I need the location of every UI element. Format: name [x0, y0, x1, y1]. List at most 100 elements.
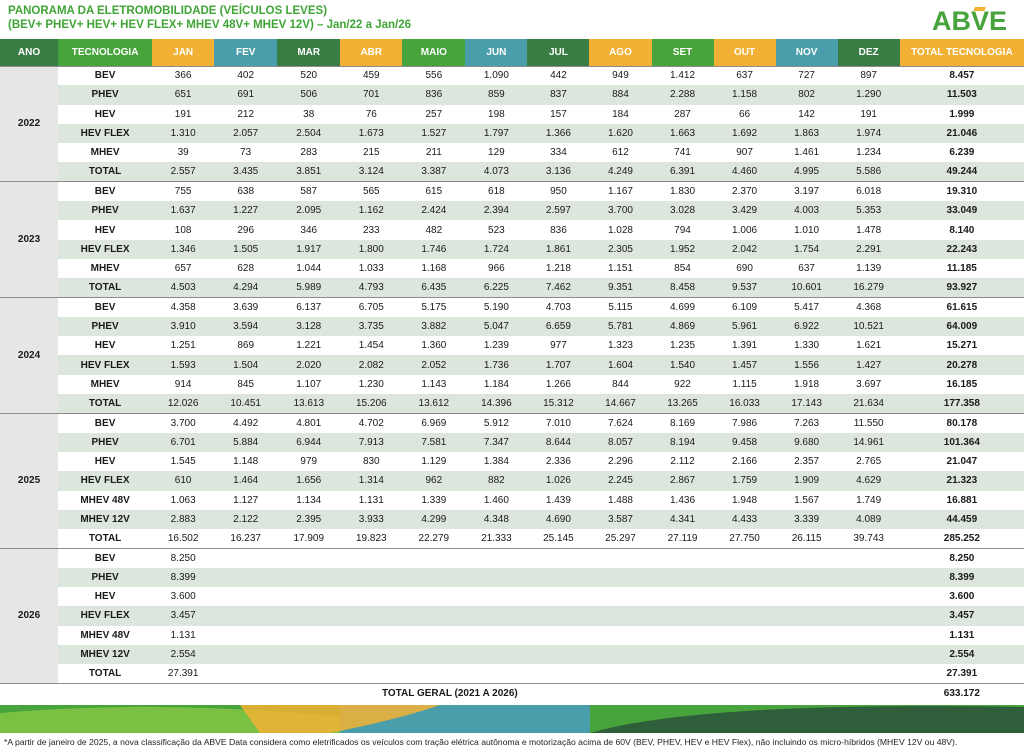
month-value-cell [465, 625, 528, 645]
technology-total-cell: 21.047 [899, 451, 1024, 472]
month-value-cell [837, 664, 900, 684]
month-value-cell: 212 [214, 104, 278, 124]
month-value-cell: 1.439 [527, 490, 590, 510]
month-value-cell: 2.166 [713, 451, 776, 472]
month-value-cell: 618 [465, 181, 528, 202]
month-value-cell: 1.143 [402, 374, 466, 395]
table-row: HEV FLEX 1.346 1.505 1.917 1.800 1.746 1.724 1.… [0, 239, 1024, 259]
month-value-cell: 233 [340, 220, 403, 240]
month-value-cell: 1.330 [775, 336, 838, 356]
month-value-cell: 3.387 [402, 162, 466, 182]
month-value-cell: 5.884 [214, 432, 278, 452]
month-value-cell: 22.279 [402, 529, 466, 549]
month-value-cell: 1.464 [214, 471, 278, 491]
month-value-cell: 4.995 [775, 162, 838, 182]
month-value-cell: 884 [589, 85, 652, 105]
month-value-cell: 2.052 [402, 355, 466, 375]
month-value-cell: 2.122 [214, 509, 278, 530]
month-value-cell: 587 [277, 181, 341, 202]
month-value-cell: 637 [713, 65, 776, 86]
month-value-cell: 4.793 [340, 278, 403, 298]
month-value-cell [214, 587, 278, 607]
month-value-cell: 1.134 [277, 490, 341, 510]
technology-cell: BEV [58, 412, 153, 433]
month-value-cell: 5.586 [837, 162, 900, 182]
month-value-cell: 4.368 [837, 297, 900, 317]
month-value-cell [465, 547, 528, 568]
month-value-cell: 1.026 [527, 471, 590, 491]
month-value-cell: 565 [340, 181, 403, 202]
month-value-cell [277, 644, 341, 665]
month-value-cell: 6.435 [402, 278, 466, 298]
month-value-cell: 16.033 [713, 394, 776, 414]
month-value-cell [402, 606, 466, 626]
month-value-cell: 7.913 [340, 432, 403, 452]
month-value-cell: 7.263 [775, 412, 838, 433]
month-value-cell: 4.003 [775, 201, 838, 221]
month-value-cell: 897 [837, 65, 900, 86]
month-value-cell: 4.869 [651, 316, 714, 337]
table-row: TOTAL 16.502 16.237 17.909 19.823 22.279 21.33… [0, 529, 1024, 549]
table-row: MHEV 657 628 1.044 1.033 1.168 966 1.218 1.151 85… [0, 258, 1024, 279]
technology-cell: HEV FLEX [58, 239, 153, 259]
month-value-cell [214, 644, 278, 665]
technology-total-cell: 21.046 [899, 123, 1024, 144]
month-value-cell: 198 [465, 104, 528, 124]
month-value-cell: 5.175 [402, 297, 466, 317]
month-value-cell: 25.297 [589, 529, 652, 549]
month-value-cell [589, 664, 652, 684]
technology-total-cell: 61.615 [899, 297, 1024, 317]
month-value-cell: 1.478 [837, 220, 900, 240]
month-value-cell: 13.265 [651, 394, 714, 414]
month-value-cell: 2.504 [277, 123, 341, 144]
month-value-cell: 1.251 [152, 336, 215, 356]
month-value-cell: 3.339 [775, 509, 838, 530]
month-value-cell: 1.384 [465, 451, 528, 472]
technology-cell: PHEV [58, 316, 153, 337]
month-value-cell: 27.119 [651, 529, 714, 549]
table-row: HEV FLEX 1.593 1.504 2.020 2.082 2.052 1.736 1.… [0, 355, 1024, 375]
month-value-cell: 612 [589, 143, 652, 163]
month-value-cell [277, 625, 341, 645]
column-header: TOTAL TECNOLOGIA [899, 39, 1024, 66]
technology-total-cell: 8.399 [899, 567, 1024, 588]
month-value-cell: 442 [527, 65, 590, 86]
month-value-cell: 1.952 [651, 239, 714, 259]
month-value-cell: 1.556 [775, 355, 838, 375]
month-value-cell [589, 587, 652, 607]
month-value-cell [589, 567, 652, 588]
month-value-cell: 1.736 [465, 355, 528, 375]
technology-cell: MHEV [58, 258, 153, 279]
month-value-cell: 366 [152, 65, 215, 86]
technology-cell: TOTAL [58, 394, 153, 414]
table-row: 2026 BEV 8.250 8.250 [0, 547, 1024, 684]
month-value-cell: 257 [402, 104, 466, 124]
month-value-cell: 6.018 [837, 181, 900, 202]
month-value-cell: 16.237 [214, 529, 278, 549]
month-value-cell: 3.028 [651, 201, 714, 221]
month-value-cell: 615 [402, 181, 466, 202]
month-value-cell: 1.127 [214, 490, 278, 510]
month-value-cell: 4.294 [214, 278, 278, 298]
month-value-cell: 1.800 [340, 239, 403, 259]
month-value-cell: 1.593 [152, 355, 215, 375]
month-value-cell: 1.162 [340, 201, 403, 221]
month-value-cell [527, 587, 590, 607]
month-value-cell: 3.435 [214, 162, 278, 182]
month-value-cell: 26.115 [775, 529, 838, 549]
month-value-cell [465, 567, 528, 588]
month-value-cell: 3.136 [527, 162, 590, 182]
month-value-cell: 1.488 [589, 490, 652, 510]
month-value-cell: 1.567 [775, 490, 838, 510]
technology-total-cell: 1.999 [899, 104, 1024, 124]
month-value-cell: 1.310 [152, 123, 215, 144]
technology-cell: TOTAL [58, 664, 153, 684]
technology-cell: TOTAL [58, 529, 153, 549]
month-value-cell: 459 [340, 65, 403, 86]
technology-cell: MHEV [58, 374, 153, 395]
month-value-cell: 13.612 [402, 394, 466, 414]
technology-total-cell: 22.243 [899, 239, 1024, 259]
month-value-cell: 556 [402, 65, 466, 86]
month-value-cell: 3.735 [340, 316, 403, 337]
table-row: MHEV 48V 1.131 1.131 [0, 625, 1024, 645]
